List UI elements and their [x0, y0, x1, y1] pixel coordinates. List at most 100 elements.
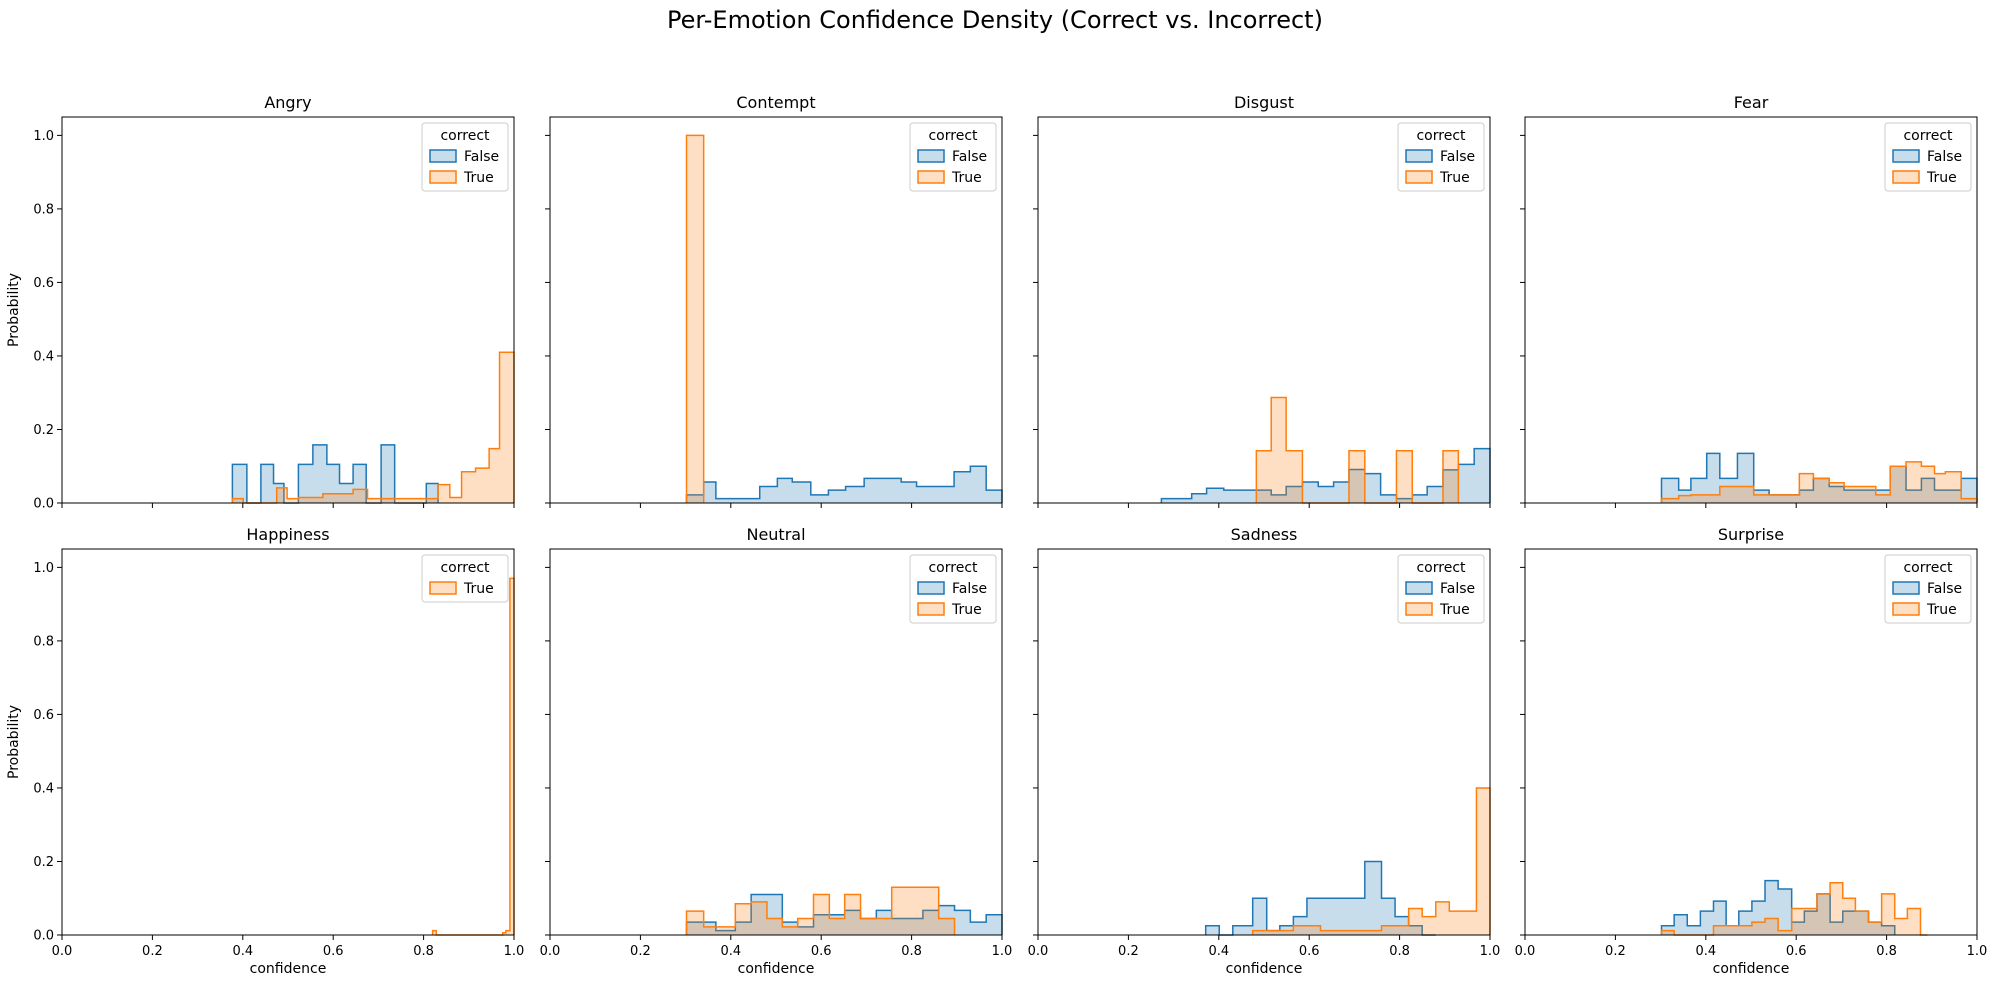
series-fill-false — [1661, 880, 1895, 935]
x-axis-label: confidence — [1713, 961, 1790, 977]
legend-title: correct — [1903, 128, 1953, 144]
legend-box — [421, 554, 509, 603]
legend: correct False True — [1397, 122, 1485, 192]
y-tick-label: 0.0 — [33, 929, 54, 944]
x-tick-label: 0.2 — [630, 944, 651, 959]
y-tick-label: 1.0 — [33, 561, 54, 576]
series-fill-false — [1161, 448, 1490, 503]
series-line-false — [1204, 860, 1436, 936]
x-axis-label: confidence — [250, 961, 327, 977]
panel-title: Sadness — [1231, 525, 1298, 544]
series-fill-true — [1252, 787, 1490, 935]
legend-swatch-false — [1405, 149, 1433, 163]
series-fill-true — [1661, 461, 1977, 503]
axes-frame — [61, 548, 515, 936]
series-line-true — [431, 577, 515, 936]
y-tick-label: 0.2 — [33, 855, 54, 870]
legend-swatch-true — [1892, 170, 1920, 184]
axes-frame — [1037, 548, 1491, 936]
legend-label-true: True — [1926, 602, 1957, 618]
series-fill-false — [686, 466, 1002, 503]
series-line-false — [685, 465, 1003, 503]
x-tick-label: 0.6 — [1786, 944, 1807, 959]
legend-label-false: False — [1440, 581, 1475, 597]
legend-swatch-true — [1405, 170, 1433, 184]
legend-label-false: False — [952, 581, 987, 597]
y-axis-label: Probability — [6, 273, 22, 347]
panel-title: Happiness — [246, 525, 329, 544]
legend-box — [421, 122, 509, 192]
series-line-false — [685, 893, 1003, 935]
legend-title: correct — [1903, 560, 1953, 576]
y-tick-label: 0.4 — [33, 781, 54, 796]
legend-box — [1884, 554, 1972, 624]
legend-label-false: False — [1440, 149, 1475, 165]
y-tick-label: 0.6 — [33, 276, 54, 291]
x-tick-label: 0.2 — [142, 944, 163, 959]
panel-title: Fear — [1734, 93, 1769, 112]
panel-title: Surprise — [1718, 525, 1784, 544]
series-line-false — [1660, 452, 1978, 503]
y-tick-label: 0.8 — [33, 634, 54, 649]
panel-sadness: Sadness 0.0 0.2 0.4 0.6 0.8 1.0 confidence corre… — [1028, 525, 1501, 977]
legend: correct False True — [909, 554, 997, 624]
legend-title: correct — [440, 128, 490, 144]
panel-surprise: Surprise 0.0 0.2 0.4 0.6 0.8 1.0 confidence corr… — [1515, 525, 1988, 977]
x-axis-label: confidence — [1226, 961, 1303, 977]
x-tick-label: 0.2 — [1118, 944, 1139, 959]
legend-label-false: False — [1927, 581, 1962, 597]
x-tick-label: 0.2 — [1605, 944, 1626, 959]
figure-title: Per-Emotion Confidence Density (Correct … — [667, 6, 1323, 34]
y-tick-label: 0.2 — [33, 423, 54, 438]
legend-box — [909, 554, 997, 624]
legend-swatch-false — [429, 149, 457, 163]
panel-disgust: Disgust correct False True — [1033, 93, 1491, 508]
axes-frame — [61, 116, 515, 504]
legend-label-false: False — [464, 149, 499, 165]
legend: correct False True — [909, 122, 997, 192]
x-tick-label: 1.0 — [992, 944, 1013, 959]
legend-label-true: True — [463, 170, 494, 186]
legend-label-true: True — [951, 602, 982, 618]
series-line-true — [1251, 787, 1491, 935]
y-tick-label: 0.8 — [33, 202, 54, 217]
panel-neutral: Neutral 0.0 0.2 0.4 0.6 0.8 1.0 confidence corre… — [540, 525, 1013, 977]
legend: correct False True — [1884, 554, 1972, 624]
x-tick-label: 0.6 — [1299, 944, 1320, 959]
legend-swatch-true — [1405, 602, 1433, 616]
y-tick-label: 1.0 — [33, 129, 54, 144]
axes-frame — [549, 116, 1003, 504]
series-line-true — [1660, 461, 1978, 503]
series-fill-true — [432, 578, 514, 935]
panel-contempt: Contempt correct False True — [545, 93, 1003, 508]
legend-swatch-true — [917, 170, 945, 184]
axes-frame — [1524, 116, 1978, 504]
x-tick-label: 0.0 — [540, 944, 561, 959]
x-tick-label: 0.8 — [413, 944, 434, 959]
panel-title: Neutral — [746, 525, 805, 544]
legend-title: correct — [928, 560, 978, 576]
x-tick-label: 0.6 — [323, 944, 344, 959]
x-tick-label: 0.0 — [52, 944, 73, 959]
series-fill-true — [1256, 397, 1459, 503]
panel-title: Contempt — [736, 93, 815, 112]
x-tick-label: 0.6 — [811, 944, 832, 959]
legend-box — [909, 122, 997, 192]
panel-title: Angry — [264, 93, 311, 112]
legend: correct False True — [1884, 122, 1972, 192]
y-tick-label: 0.6 — [33, 708, 54, 723]
x-tick-label: 0.8 — [901, 944, 922, 959]
y-tick-label: 0.0 — [33, 497, 54, 512]
series-line-true — [685, 134, 705, 503]
x-tick-label: 1.0 — [504, 944, 525, 959]
x-axis-label: confidence — [738, 961, 815, 977]
series-fill-true — [232, 352, 514, 503]
series-line-true — [685, 886, 956, 935]
legend-swatch-true — [917, 602, 945, 616]
legend-title: correct — [1416, 128, 1466, 144]
x-tick-label: 1.0 — [1967, 944, 1988, 959]
axes-frame — [1037, 116, 1491, 504]
legend-swatch-true — [429, 170, 457, 184]
series-line-true — [231, 351, 515, 504]
